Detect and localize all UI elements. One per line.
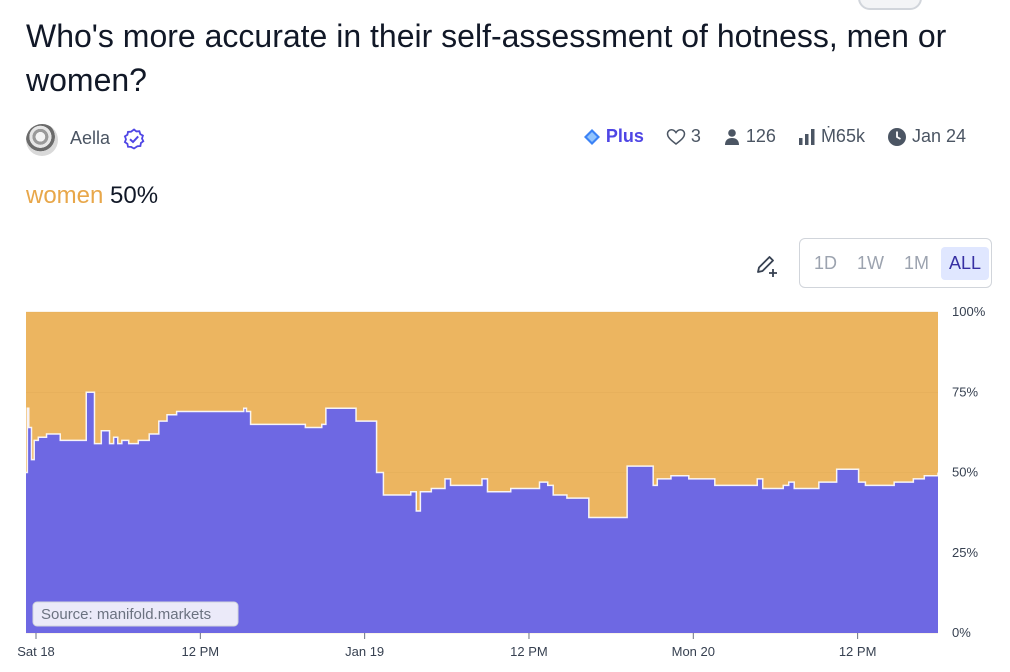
y-tick-label: 75% xyxy=(952,384,978,399)
answer-area xyxy=(26,392,938,633)
x-tick-label: 12 PM xyxy=(510,644,548,659)
watermark-box xyxy=(32,601,239,627)
verified-icon xyxy=(123,128,145,155)
x-tick-label: 12 PM xyxy=(182,644,220,659)
range-1d-button[interactable]: 1D xyxy=(814,252,838,273)
x-tick-label: Mon 20 xyxy=(672,644,715,659)
x-tick-label: Sat 18 xyxy=(17,644,55,659)
author-name[interactable]: Aella xyxy=(70,128,111,148)
pencil-plus-icon xyxy=(757,256,777,277)
range-1w-button[interactable]: 1W xyxy=(857,252,885,273)
clock-icon xyxy=(887,127,906,146)
answer-line xyxy=(26,391,939,519)
edit-chart-button[interactable] xyxy=(754,252,780,278)
probability-chart: 0% 25% 50% 75% 100% Sat 18 12 PM Jan 19 12 PM Mo… xyxy=(17,304,986,659)
close-date: Jan 24 xyxy=(911,126,966,146)
x-tick-label: Jan 19 xyxy=(345,644,384,659)
market-stats: Plus 3 126 Ṁ65k xyxy=(583,126,966,147)
market-title: Who's more accurate in their self-assess… xyxy=(26,18,947,98)
y-tick-label: 50% xyxy=(952,465,978,480)
answer-name: women xyxy=(26,182,104,209)
likes-button[interactable]: 3 xyxy=(666,126,701,147)
plus-label: Plus xyxy=(605,126,644,146)
plus-diamond-icon xyxy=(583,128,600,145)
volume-stat[interactable]: Ṁ65k xyxy=(798,126,865,147)
answer-percent: 50% xyxy=(110,182,159,209)
avatar[interactable] xyxy=(26,124,58,156)
close-date-stat[interactable]: Jan 24 xyxy=(887,126,966,147)
likes-count: 3 xyxy=(690,126,701,146)
y-tick-label: 25% xyxy=(952,545,978,560)
x-tick-label: 12 PM xyxy=(839,644,877,659)
toggle-switch[interactable] xyxy=(858,0,922,10)
watermark: Source: manifold.markets xyxy=(41,606,211,623)
heart-icon xyxy=(666,128,686,145)
y-tick-label: 100% xyxy=(952,304,986,319)
plus-badge[interactable]: Plus xyxy=(583,126,644,147)
traders-count: 126 xyxy=(745,126,776,146)
y-tick-label: 0% xyxy=(952,625,971,640)
range-1m-button[interactable]: 1M xyxy=(904,252,930,273)
volume-amount: Ṁ65k xyxy=(820,126,865,146)
range-all-button[interactable]: ALL xyxy=(941,246,990,280)
user-icon xyxy=(724,128,739,145)
market-meta-row: Aella Plus 3 126 xyxy=(26,122,976,156)
bar-chart-icon xyxy=(798,128,815,145)
answer-probability: women 50% xyxy=(26,182,158,210)
traders-stat[interactable]: 126 xyxy=(723,126,776,147)
time-range-selector: 1D 1W 1M ALL xyxy=(799,238,992,288)
